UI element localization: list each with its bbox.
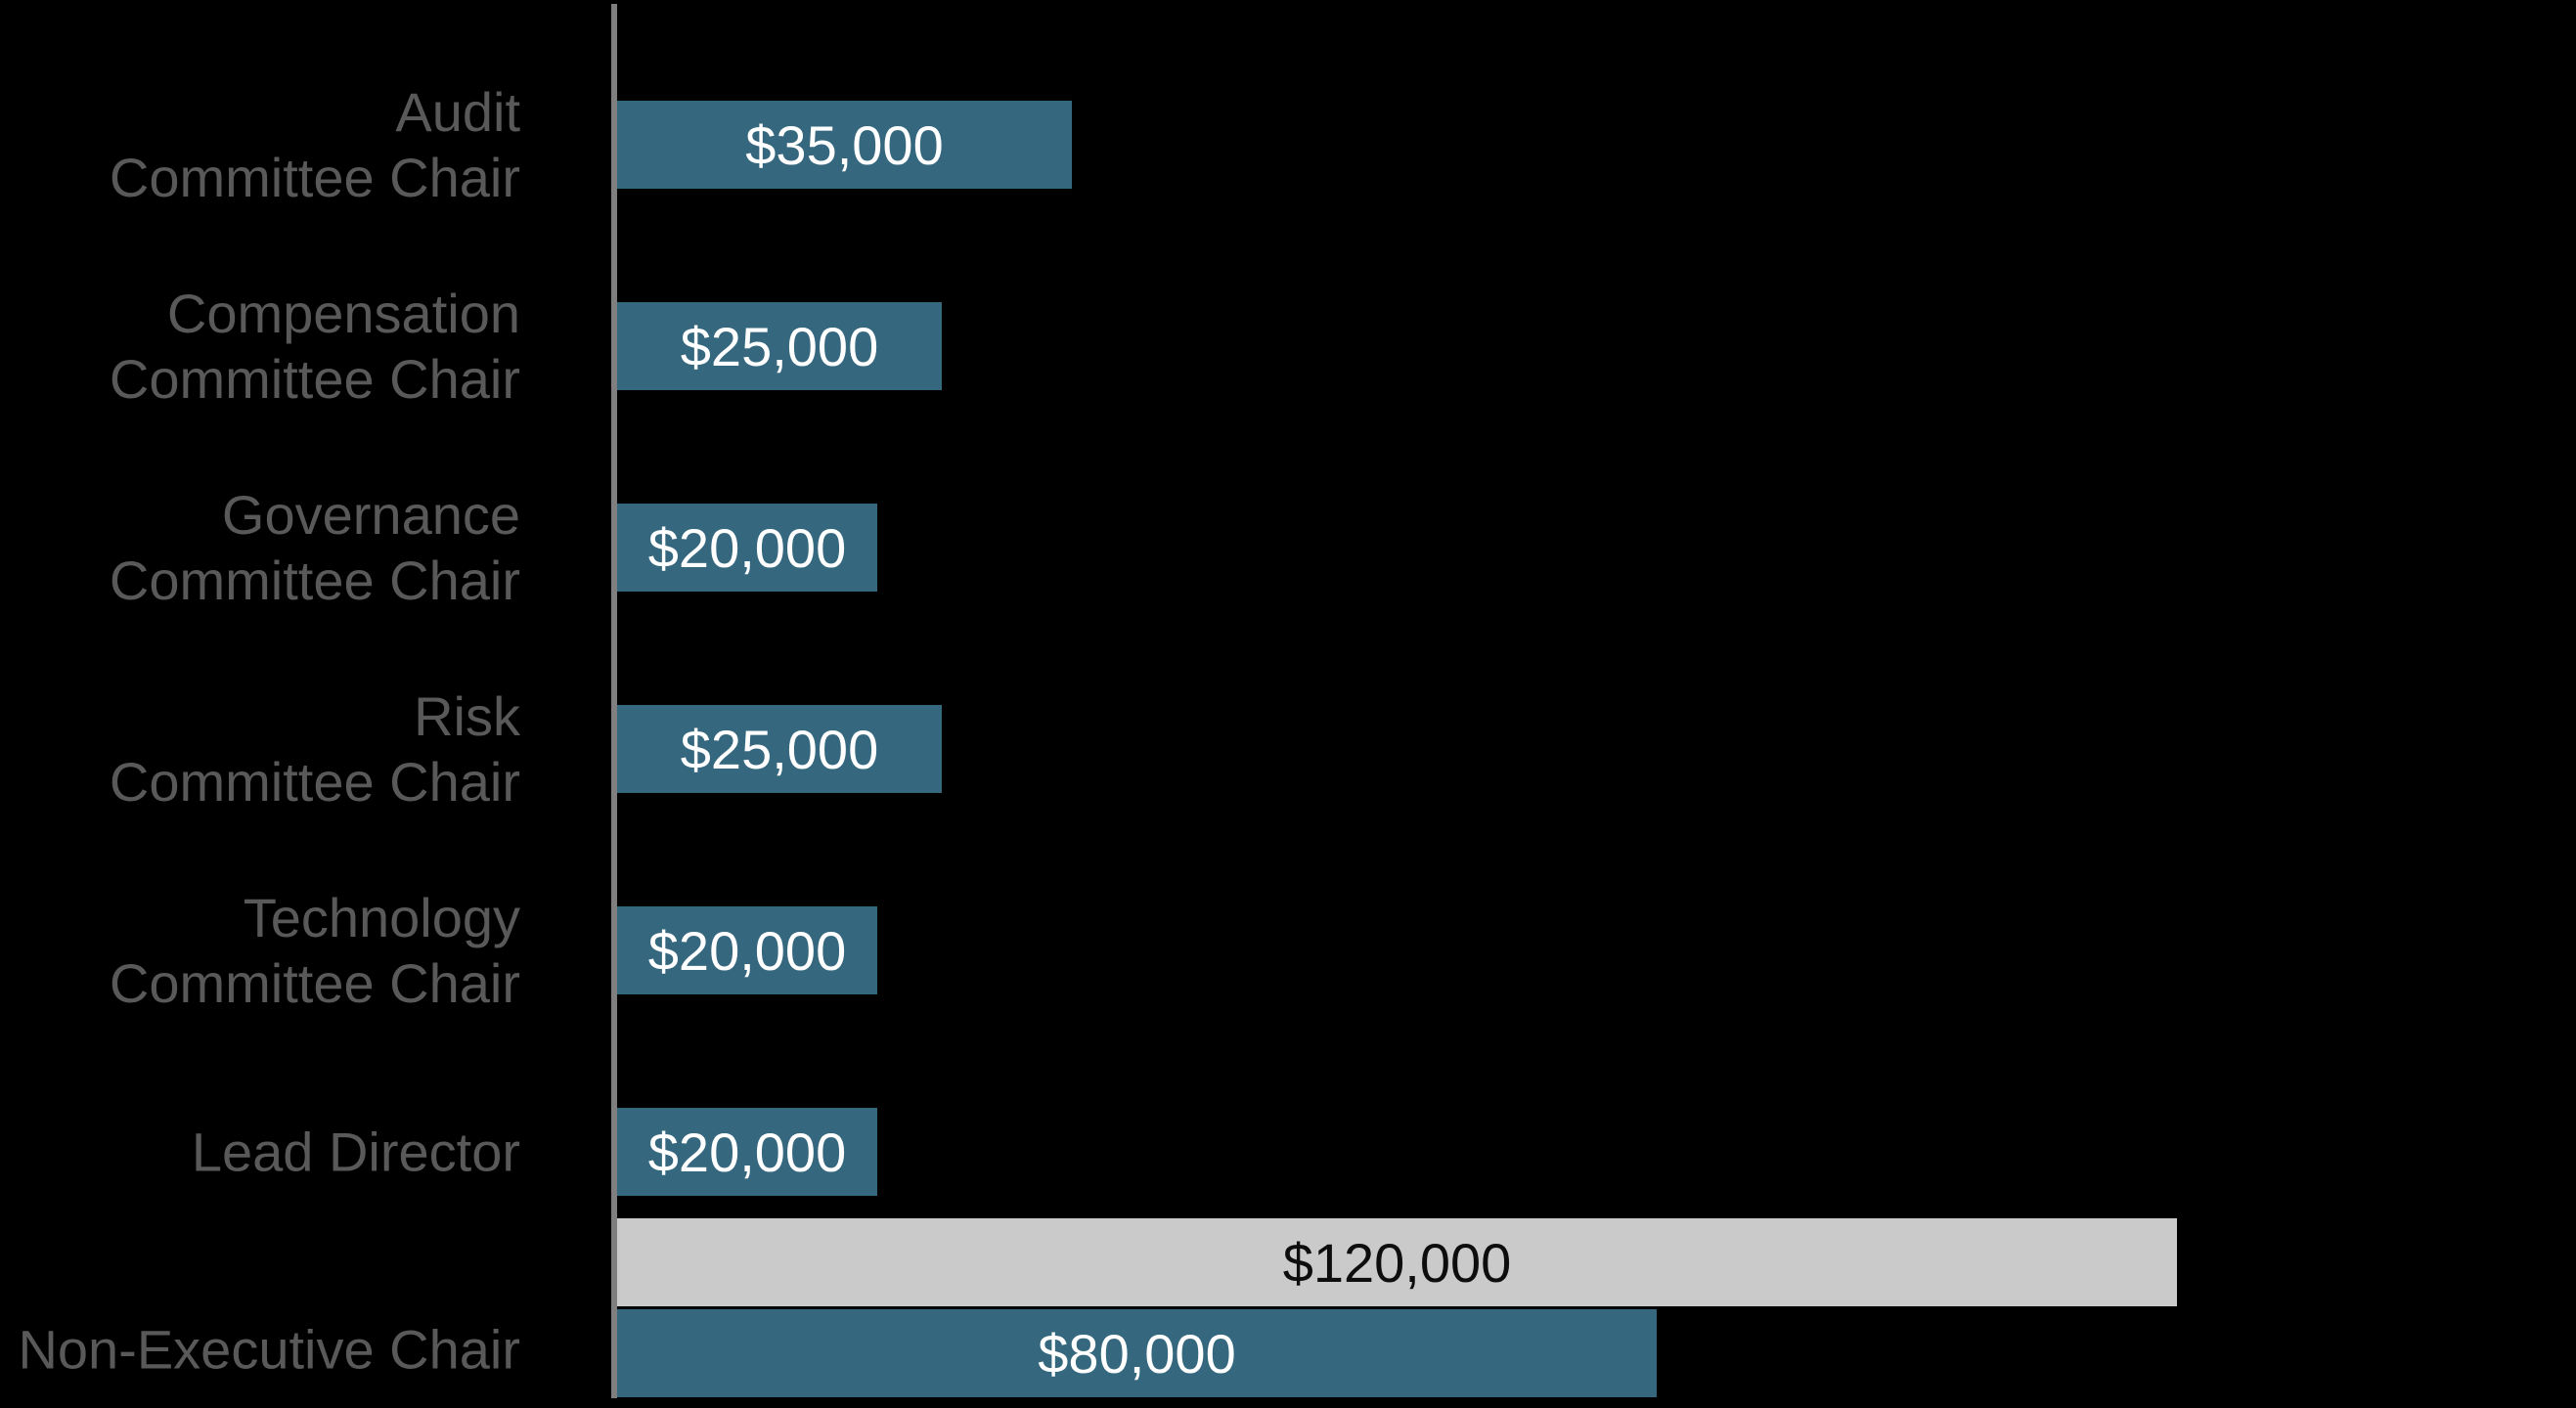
bar-value-label: $120,000: [1282, 1231, 1512, 1294]
category-label-line: Committee Chair: [109, 348, 520, 410]
bar: $20,000: [617, 906, 877, 994]
bar: $80,000: [617, 1309, 1657, 1397]
bar-value-label: $35,000: [745, 113, 944, 176]
category-label-line: Technology: [243, 887, 520, 948]
category-label: Governance Committee Chair: [0, 482, 520, 613]
category-label-line: Committee Chair: [109, 147, 520, 208]
category-label: Risk Committee Chair: [0, 683, 520, 814]
bar: $25,000: [617, 302, 942, 390]
bar: $120,000: [617, 1218, 2177, 1306]
category-label: Compensation Committee Chair: [0, 281, 520, 412]
y-axis-line: [611, 4, 617, 1398]
category-label: Technology Committee Chair: [0, 885, 520, 1016]
category-label-line: Audit: [395, 81, 520, 143]
category-label: Audit Committee Chair: [0, 79, 520, 210]
category-label-line: Risk: [414, 685, 520, 747]
bar: $20,000: [617, 504, 877, 592]
bar-value-label: $25,000: [680, 315, 879, 377]
bar-value-label: $20,000: [647, 919, 847, 982]
category-label-line: Committee Chair: [109, 751, 520, 813]
category-label-line: Compensation: [166, 283, 520, 344]
bar: $20,000: [617, 1108, 877, 1196]
category-label-line: Lead Director: [191, 1121, 520, 1183]
category-label-line: Committee Chair: [109, 550, 520, 611]
bar-value-label: $80,000: [1038, 1322, 1236, 1385]
bar-value-label: $25,000: [680, 718, 879, 780]
category-label-line: Governance: [221, 484, 520, 546]
bar: $35,000: [617, 101, 1072, 189]
category-label: Non-Executive Chair: [0, 1317, 520, 1383]
bar: $25,000: [617, 705, 942, 793]
category-label-line: Non-Executive Chair: [18, 1318, 520, 1381]
bar-value-label: $20,000: [647, 1121, 847, 1183]
category-label-line: Committee Chair: [109, 952, 520, 1014]
category-label: Lead Director: [0, 1120, 520, 1185]
bar-value-label: $20,000: [647, 516, 847, 579]
